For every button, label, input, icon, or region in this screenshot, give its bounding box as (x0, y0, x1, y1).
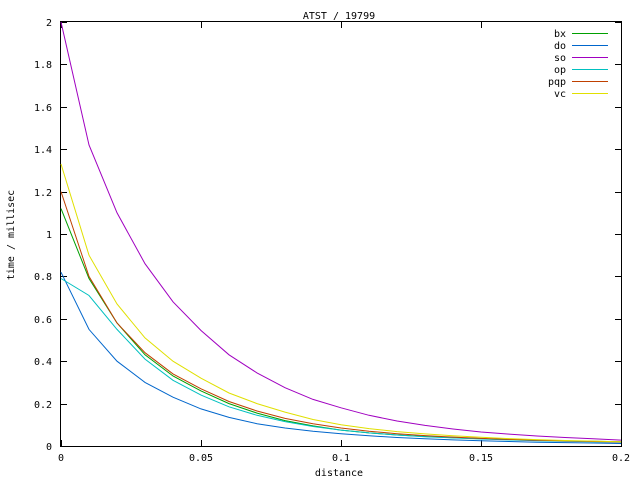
legend-label-pqp: pqp (548, 77, 566, 88)
x-tick-label: 0.15 (469, 453, 493, 464)
x-tick-label: 0.1 (332, 453, 350, 464)
y-tick-label: 1.8 (34, 60, 52, 71)
chart-title: ATST / 19799 (303, 11, 375, 22)
series-line-so (60, 21, 622, 441)
legend-label-do: do (554, 41, 566, 52)
y-tick-label: 1.2 (34, 188, 52, 199)
legend-label-vc: vc (554, 89, 566, 100)
y-tick-label: 0.4 (34, 357, 52, 368)
y-axis-label: time / millisec (6, 190, 17, 280)
series-line-pqp (60, 191, 622, 443)
y-tick-label: 0.8 (34, 272, 52, 283)
series-line-bx (60, 208, 622, 443)
series-line-do (60, 271, 622, 444)
legend-label-so: so (554, 53, 566, 64)
series-line-op (60, 278, 622, 443)
y-tick-label: 1.6 (34, 103, 52, 114)
plot-area (60, 21, 622, 447)
x-tick-label: 0 (58, 453, 64, 464)
y-tick-label: 0.2 (34, 400, 52, 411)
x-axis: 0 0.05 0.1 0.15 0.2 (58, 22, 630, 464)
legend-label-op: op (554, 65, 566, 76)
plot-frame (60, 21, 622, 447)
x-axis-label: distance (315, 468, 363, 479)
y-tick-label: 2 (46, 18, 52, 29)
legend-label-bx: bx (554, 29, 566, 40)
y-axis: 0 0.2 0.4 0.6 0.8 1 1.2 1.4 1.6 1.8 2 (34, 18, 621, 453)
y-tick-label: 1 (46, 230, 52, 241)
y-tick-label: 1.4 (34, 145, 52, 156)
x-tick-label: 0.2 (612, 453, 630, 464)
series-line-vc (60, 163, 622, 443)
y-tick-label: 0 (46, 442, 52, 453)
series-layer (60, 21, 622, 444)
y-tick-label: 0.6 (34, 315, 52, 326)
x-tick-label: 0.05 (189, 453, 213, 464)
